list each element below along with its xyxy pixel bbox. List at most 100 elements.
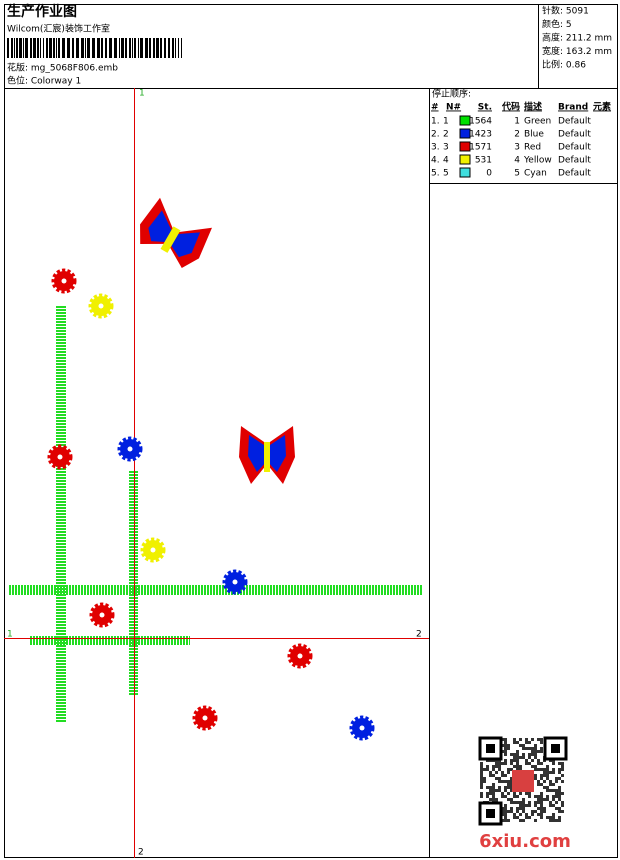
qr-cell bbox=[513, 801, 516, 804]
info-line: 高度: 211.2 mm bbox=[542, 32, 612, 44]
qr-cell bbox=[516, 756, 519, 759]
row-index: 2. bbox=[431, 130, 440, 140]
qr-cell bbox=[495, 798, 498, 801]
bar-line bbox=[11, 38, 13, 58]
row-index: 4. bbox=[431, 156, 440, 166]
qr-cell bbox=[540, 813, 543, 816]
butterfly bbox=[239, 426, 295, 484]
qr-cell bbox=[495, 777, 498, 780]
stop-title: 停止顺序: bbox=[432, 88, 471, 100]
qr-cell bbox=[513, 756, 516, 759]
qr-cell bbox=[483, 768, 486, 771]
bar-line bbox=[40, 38, 41, 58]
qr-cell bbox=[537, 762, 540, 765]
qr-cell bbox=[492, 768, 495, 771]
qr-cell bbox=[540, 750, 543, 753]
qr-code bbox=[478, 736, 568, 826]
qr-cell bbox=[525, 747, 528, 750]
qr-cell bbox=[504, 747, 507, 750]
qr-cell bbox=[552, 804, 555, 807]
qr-cell bbox=[510, 783, 513, 786]
qr-cell bbox=[519, 768, 522, 771]
info-line: 比例: 0.86 bbox=[542, 59, 586, 71]
qr-cell bbox=[552, 816, 555, 819]
qr-finder bbox=[551, 744, 560, 753]
bar-line bbox=[81, 38, 84, 58]
axis-marker: 2 bbox=[416, 630, 422, 640]
qr-cell bbox=[504, 741, 507, 744]
flower-center bbox=[127, 446, 133, 452]
qr-cell bbox=[534, 747, 537, 750]
qr-cell bbox=[504, 819, 507, 822]
qr-cell bbox=[525, 792, 528, 795]
qr-cell bbox=[504, 759, 507, 762]
qr-cell bbox=[486, 765, 489, 768]
row-desc: Red bbox=[524, 143, 541, 153]
row-stitches: 0 bbox=[486, 169, 492, 179]
qr-cell bbox=[519, 804, 522, 807]
qr-cell bbox=[540, 795, 543, 798]
qr-cell bbox=[522, 804, 525, 807]
qr-cell bbox=[552, 813, 555, 816]
qr-cell bbox=[549, 819, 552, 822]
bar-line bbox=[7, 38, 9, 58]
info-line: 颜色: 5 bbox=[542, 18, 572, 30]
bar-line bbox=[101, 38, 103, 58]
qr-cell bbox=[483, 780, 486, 783]
bar-line bbox=[43, 38, 44, 58]
stripe bbox=[56, 305, 66, 723]
qr-cell bbox=[489, 798, 492, 801]
qr-cell bbox=[558, 795, 561, 798]
qr-cell bbox=[540, 801, 543, 804]
qr-cell bbox=[558, 777, 561, 780]
qr-cell bbox=[540, 783, 543, 786]
qr-cell bbox=[525, 816, 528, 819]
qr-cell bbox=[552, 798, 555, 801]
bar-line bbox=[164, 38, 166, 58]
qr-finder bbox=[486, 809, 495, 818]
bar-line bbox=[119, 38, 120, 58]
swatch bbox=[459, 154, 471, 165]
qr-cell bbox=[531, 813, 534, 816]
qr-cell bbox=[555, 801, 558, 804]
qr-cell bbox=[558, 789, 561, 792]
qr-cell bbox=[513, 792, 516, 795]
qr-cell bbox=[561, 762, 564, 765]
qr-cell bbox=[540, 798, 543, 801]
qr-cell bbox=[537, 795, 540, 798]
bar-line bbox=[105, 38, 107, 58]
row-needle: 3 bbox=[443, 143, 449, 153]
qr-cell bbox=[555, 780, 558, 783]
bar-line bbox=[53, 38, 55, 58]
qr-cell bbox=[525, 804, 528, 807]
qr-cell bbox=[552, 771, 555, 774]
qr-cell bbox=[492, 783, 495, 786]
qr-cell bbox=[534, 774, 537, 777]
bar-line bbox=[140, 38, 143, 58]
qr-cell bbox=[492, 792, 495, 795]
qr-cell bbox=[537, 813, 540, 816]
qr-cell bbox=[540, 762, 543, 765]
qr-cell bbox=[513, 813, 516, 816]
qr-cell bbox=[507, 819, 510, 822]
company: Wilcom(汇宸)装饰工作室 bbox=[7, 23, 110, 35]
row-index: 5. bbox=[431, 169, 440, 179]
qr-cell bbox=[522, 756, 525, 759]
qr-cell bbox=[510, 762, 513, 765]
qr-cell bbox=[510, 798, 513, 801]
qr-cell bbox=[498, 789, 501, 792]
bar-line bbox=[97, 38, 100, 58]
qr-cell bbox=[486, 792, 489, 795]
qr-cell bbox=[516, 810, 519, 813]
qr-cell bbox=[537, 798, 540, 801]
row-desc: Yellow bbox=[523, 156, 552, 166]
row-code: 2 bbox=[514, 130, 520, 140]
qr-cell bbox=[561, 768, 564, 771]
qr-cell bbox=[522, 747, 525, 750]
qr-cell bbox=[555, 795, 558, 798]
qr-cell bbox=[492, 789, 495, 792]
qr-cell bbox=[552, 783, 555, 786]
qr-cell bbox=[510, 759, 513, 762]
qr-cell bbox=[558, 819, 561, 822]
bar-line bbox=[23, 38, 24, 58]
